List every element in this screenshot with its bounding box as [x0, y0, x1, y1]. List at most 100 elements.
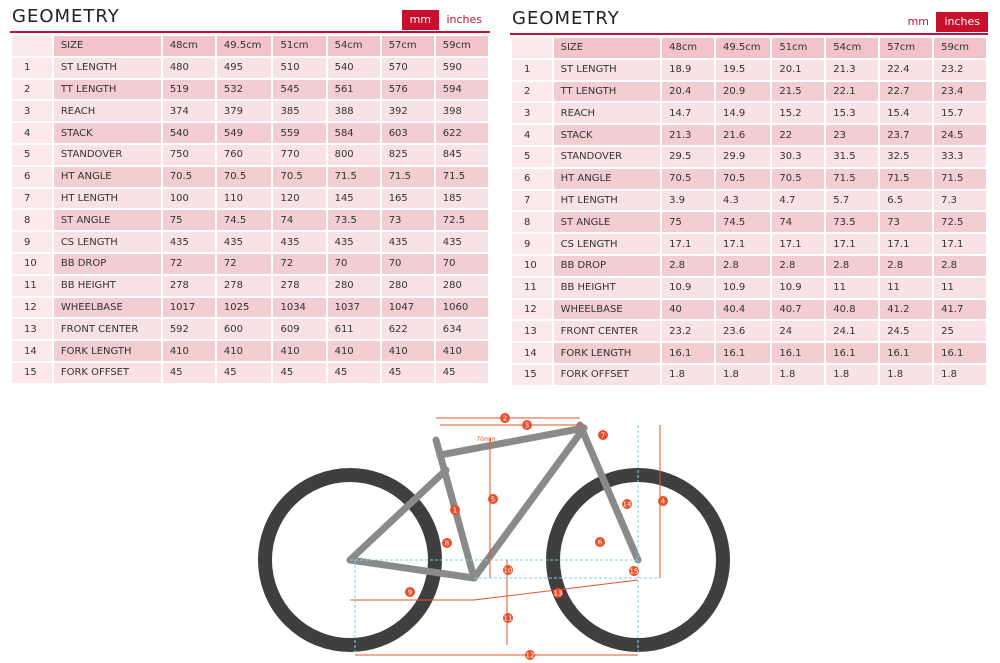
row-index: 13	[12, 319, 52, 340]
unit-toggle[interactable]: mm	[401, 10, 439, 30]
dimension-label: 12	[525, 650, 535, 660]
label-number: 7	[601, 432, 605, 440]
table-cell: 1047	[381, 297, 434, 318]
table-cell: 22.7	[880, 81, 933, 102]
table-cell: 592	[162, 319, 215, 340]
table-cell: 2.8	[772, 255, 825, 276]
table-cell: BB DROP	[553, 255, 661, 276]
row-index: 11	[12, 275, 52, 296]
table-cell: 23.2	[934, 59, 986, 80]
header-cell	[512, 38, 552, 58]
unit-toggle[interactable]: inches	[446, 13, 482, 26]
table-row: 7 HT LENGTH 3.9 4.3 4.7 5.7 6.5 7.3	[512, 190, 986, 211]
geometry-panel: GEOMETRY mm inches SIZE 48cm 49.5cm 51cm 54cm 57…	[10, 4, 490, 384]
table-row: 6 HT ANGLE 70.5 70.5 70.5 71.5 71.5 71.5	[512, 168, 986, 189]
table-row: 9 CS LENGTH 435 435 435 435 435 435	[12, 232, 488, 252]
table-cell: 72.5	[934, 212, 986, 233]
table-cell: 24.1	[826, 321, 879, 342]
table-cell: 5.7	[826, 190, 879, 211]
table-cell: 14.9	[715, 103, 771, 124]
table-cell: 16.1	[772, 343, 825, 363]
table-row: 8 ST ANGLE 75 74.5 74 73.5 73 72.5	[12, 210, 488, 231]
label-dot	[405, 587, 415, 597]
row-index: 8	[512, 212, 552, 233]
unit-toggle[interactable]: inches	[936, 12, 988, 32]
label-dot	[503, 565, 513, 575]
table-cell: 45	[327, 362, 380, 383]
table-cell: 70.5	[715, 168, 771, 189]
table-cell: CS LENGTH	[553, 234, 661, 254]
table-cell: 29.5	[662, 146, 714, 167]
label-dot	[522, 420, 532, 430]
table-cell: 603	[381, 123, 434, 143]
table-cell: HT ANGLE	[53, 166, 161, 187]
table-cell: 584	[327, 123, 380, 143]
table-cell: CS LENGTH	[53, 232, 161, 252]
table-cell: BB HEIGHT	[53, 275, 161, 296]
table-cell: 73.5	[826, 212, 879, 233]
table-cell: 10.9	[715, 277, 771, 298]
table-cell: 71.5	[826, 168, 879, 189]
table-cell: 32.5	[880, 146, 933, 167]
row-index: 11	[512, 277, 552, 298]
unit-toggle[interactable]: mm	[907, 15, 929, 28]
table-row: 14 FORK LENGTH 16.1 16.1 16.1 16.1 16.1 16.1	[512, 343, 986, 363]
table-cell: 16.1	[934, 343, 986, 363]
table-cell: HT ANGLE	[553, 168, 661, 189]
table-cell: 2.8	[934, 255, 986, 276]
table-cell: 435	[327, 232, 380, 252]
table-cell: 23.6	[715, 321, 771, 342]
table-cell: 510	[273, 57, 326, 78]
table-cell: 1.8	[880, 364, 933, 385]
row-index: 12	[12, 297, 52, 318]
row-index: 6	[12, 166, 52, 187]
label-dot	[553, 588, 563, 598]
row-index: 7	[512, 190, 552, 211]
table-row: 1 ST LENGTH 18.9 19.5 20.1 21.3 22.4 23.2	[512, 59, 986, 80]
table-cell: 750	[162, 144, 215, 165]
dimension-lines	[350, 417, 661, 656]
table-cell: FORK OFFSET	[553, 364, 661, 385]
table-cell: 40.4	[715, 299, 771, 320]
row-index: 15	[512, 364, 552, 385]
row-index: 15	[12, 362, 52, 383]
row-index: 12	[512, 299, 552, 320]
table-cell: 22.4	[880, 59, 933, 80]
table-cell: 435	[273, 232, 326, 252]
dimension-label: 5	[488, 494, 498, 504]
dimension-label: 2	[500, 413, 510, 423]
table-cell: 600	[216, 319, 272, 340]
table-cell: 75	[662, 212, 714, 233]
row-index: 14	[12, 341, 52, 361]
row-index: 9	[512, 234, 552, 254]
table-cell: 2.8	[662, 255, 714, 276]
table-cell: 21.3	[662, 125, 714, 145]
row-index: 10	[12, 253, 52, 274]
row-index: 8	[12, 210, 52, 231]
table-cell: 45	[435, 362, 488, 383]
table-row: 4 STACK 21.3 21.6 22 23 23.7 24.5	[512, 125, 986, 145]
table-cell: STACK	[53, 123, 161, 143]
table-cell: TT LENGTH	[553, 81, 661, 102]
table-cell: 280	[381, 275, 434, 296]
header-cell: 54cm	[826, 38, 879, 58]
table-cell: 576	[381, 79, 434, 100]
table-cell: 30.3	[772, 146, 825, 167]
table-cell: 72.5	[435, 210, 488, 231]
panel-title: GEOMETRY	[512, 8, 620, 29]
table-row: 13 FRONT CENTER 23.2 23.6 24 24.1 24.5 25	[512, 321, 986, 342]
table-cell: 570	[381, 57, 434, 78]
dimension-label: 9	[405, 587, 415, 597]
table-row: 7 HT LENGTH 100 110 120 145 165 185	[12, 188, 488, 209]
table-cell: 41.7	[934, 299, 986, 320]
row-index: 9	[12, 232, 52, 252]
table-cell: 278	[273, 275, 326, 296]
table-cell: 22	[772, 125, 825, 145]
table-cell: 72	[162, 253, 215, 274]
table-row: 8 ST ANGLE 75 74.5 74 73.5 73 72.5	[512, 212, 986, 233]
label-dot	[622, 499, 632, 509]
table-cell: 20.4	[662, 81, 714, 102]
table-cell: 410	[435, 341, 488, 361]
table-cell: 41.2	[880, 299, 933, 320]
